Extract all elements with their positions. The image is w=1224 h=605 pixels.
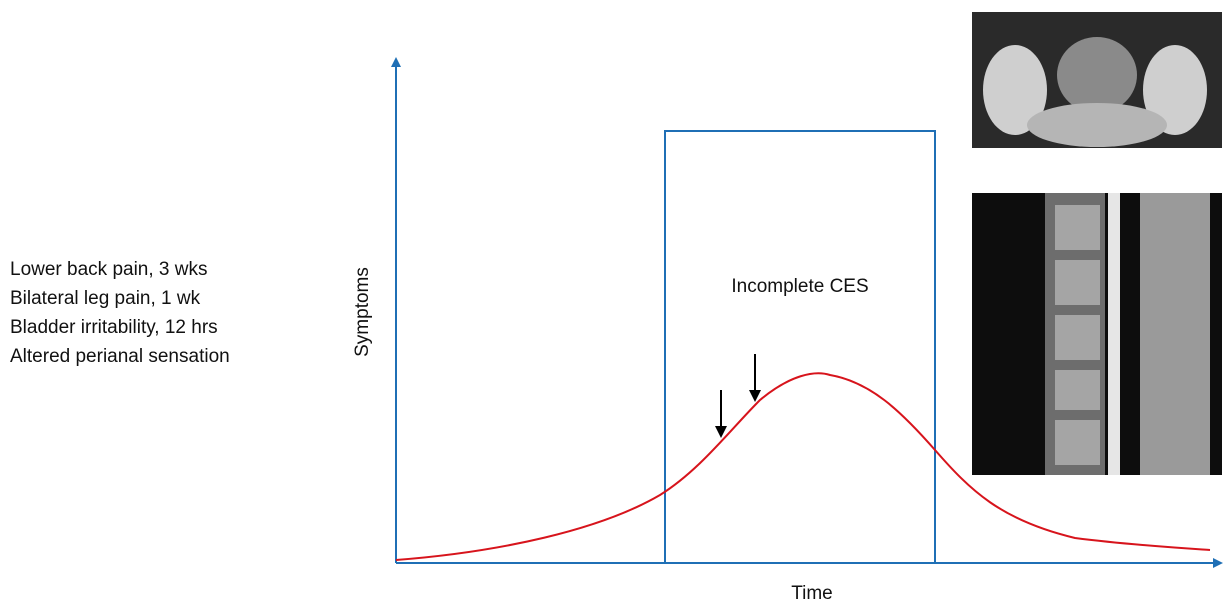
symptom: Bilateral leg pain, 1 wk xyxy=(10,288,201,309)
symptom: Bladder irritability, 12 hrs xyxy=(10,317,218,338)
diagram: Lower back pain, 3 wks Bilateral leg pai… xyxy=(0,0,1224,605)
symptom: Lower back pain, 3 wks xyxy=(10,259,208,280)
page: {"symptoms": ["Lower back pain, 3 wks", … xyxy=(0,0,1224,605)
symptom-list: Lower back pain, 3 wks Bilateral leg pai… xyxy=(10,259,230,367)
box-label: Incomplete CES xyxy=(731,276,868,297)
mri-axial xyxy=(972,12,1222,148)
ces-box xyxy=(665,131,935,563)
symptom: Altered perianal sensation xyxy=(10,346,230,367)
x-axis-label: Time xyxy=(791,583,833,604)
mri-sagittal xyxy=(972,193,1222,475)
y-axis-label: Symptoms xyxy=(352,267,373,357)
